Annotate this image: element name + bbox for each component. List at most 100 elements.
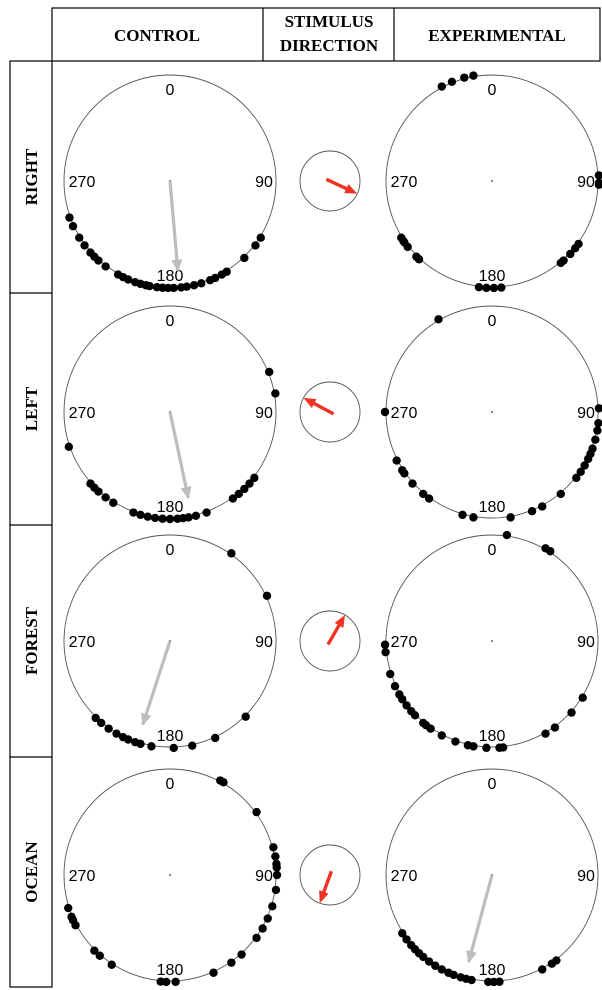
control-right-dot-18 bbox=[130, 277, 140, 287]
experimental-forest-dot-6 bbox=[541, 729, 550, 738]
experimental-left-dot-3 bbox=[591, 435, 600, 444]
control-forest-dot-8 bbox=[130, 737, 140, 747]
control-ocean-label-right: 90 bbox=[255, 868, 273, 885]
stimulus-right-circle bbox=[299, 150, 361, 212]
control-left-dot-12 bbox=[165, 514, 175, 524]
experimental-left-dot-12 bbox=[527, 507, 537, 516]
experimental-ocean-dot-18 bbox=[402, 935, 411, 944]
experimental-ocean-dot-19 bbox=[398, 929, 407, 938]
experimental-right-dot-19 bbox=[447, 77, 457, 86]
control-forest-dot-6 bbox=[147, 742, 156, 751]
experimental-left-dot-8 bbox=[576, 467, 585, 477]
experimental-forest-dot-23 bbox=[386, 669, 395, 679]
control-ocean-label-left: 270 bbox=[69, 868, 96, 885]
control-right-dot-21 bbox=[113, 270, 123, 279]
experimental-ocean-dot-10 bbox=[444, 968, 453, 977]
control-right-label-top: 0 bbox=[166, 82, 175, 99]
control-ocean-dot-3 bbox=[269, 843, 278, 852]
experimental-right-dot-7 bbox=[556, 258, 565, 268]
control-left-label-left: 270 bbox=[69, 405, 96, 422]
control-forest-dot-10 bbox=[118, 732, 128, 742]
control-ocean-dot-4 bbox=[271, 852, 280, 861]
control-right-dot-10 bbox=[176, 283, 186, 292]
control-right-label-bottom: 180 bbox=[157, 268, 184, 285]
stimulus-left-arrow-head bbox=[303, 397, 317, 408]
experimental-forest-dot-3 bbox=[578, 693, 587, 702]
experimental-right-label-bottom: 180 bbox=[479, 268, 506, 285]
row-label-left: LEFT bbox=[22, 386, 41, 431]
control-right-dot-7 bbox=[197, 279, 206, 288]
experimental-forest-center bbox=[491, 640, 493, 642]
control-right-dot-1 bbox=[251, 241, 260, 250]
experimental-right-dot-18 bbox=[437, 82, 446, 91]
experimental-right-dot-4 bbox=[570, 244, 580, 253]
experimental-forest-dot-0 bbox=[502, 530, 512, 540]
control-ocean-label-bottom: 180 bbox=[157, 962, 184, 979]
experimental-right-dot-13 bbox=[412, 252, 421, 261]
experimental-ocean-label-left: 270 bbox=[391, 868, 418, 885]
experimental-left-dot-16 bbox=[424, 494, 434, 503]
experimental-left-center bbox=[491, 411, 493, 413]
experimental-ocean-label-right: 90 bbox=[577, 868, 595, 885]
experimental-ocean-dot-12 bbox=[431, 961, 440, 970]
experimental-forest-dot-25 bbox=[380, 640, 390, 649]
control-ocean-center bbox=[169, 874, 171, 876]
header-experimental: EXPERIMENTAL bbox=[428, 26, 566, 45]
control-right-mean-vector-head bbox=[171, 259, 183, 272]
experimental-right-center bbox=[491, 180, 493, 182]
experimental-left-label-bottom: 180 bbox=[479, 499, 506, 516]
control-left-dot-7 bbox=[202, 508, 211, 517]
experimental-forest-dot-9 bbox=[482, 743, 491, 753]
control-left-dot-22 bbox=[86, 479, 95, 488]
stimulus-forest-circle bbox=[299, 610, 361, 672]
control-ocean-dot-19 bbox=[107, 960, 116, 969]
experimental-left-label-right: 90 bbox=[577, 405, 595, 422]
experimental-forest-dot-11 bbox=[463, 741, 473, 750]
control-left-dot-18 bbox=[109, 498, 118, 507]
stimulus-right-arrow-shaft bbox=[325, 177, 351, 192]
control-right-dot-25 bbox=[86, 248, 95, 257]
control-forest-dot-14 bbox=[91, 713, 100, 723]
experimental-left-dot-22 bbox=[380, 407, 390, 417]
control-ocean-dot-13 bbox=[237, 950, 246, 959]
experimental-left-dot-17 bbox=[419, 489, 428, 499]
control-forest-mean-vector-head bbox=[140, 712, 152, 726]
control-forest-mean-vector-shaft bbox=[141, 640, 172, 726]
control-ocean-dot-18 bbox=[156, 977, 165, 986]
row-label-forest: FOREST bbox=[22, 606, 41, 675]
control-ocean-dot-20 bbox=[95, 951, 105, 960]
experimental-ocean-dot-13 bbox=[424, 957, 434, 966]
control-left-dot-6 bbox=[228, 494, 238, 503]
experimental-right-dot-9 bbox=[489, 283, 499, 293]
control-left-dot-2 bbox=[250, 473, 259, 483]
experimental-forest-dot-12 bbox=[451, 737, 460, 746]
experimental-left-label-left: 270 bbox=[391, 405, 418, 422]
experimental-left-dot-15 bbox=[458, 510, 467, 520]
control-right-mean-vector-shaft bbox=[168, 180, 180, 271]
control-left-mean-vector-head bbox=[180, 486, 192, 500]
experimental-left-dot-9 bbox=[572, 473, 581, 483]
experimental-left-dot-0 bbox=[594, 404, 602, 413]
header-row bbox=[51, 7, 601, 62]
control-left-dot-17 bbox=[129, 508, 138, 517]
experimental-left-dot-7 bbox=[580, 461, 589, 470]
experimental-ocean-mean-vector-shaft bbox=[467, 874, 494, 963]
control-ocean-dot-2 bbox=[252, 807, 261, 817]
experimental-left-dot-23 bbox=[434, 315, 443, 324]
control-ocean-dot-10 bbox=[263, 914, 272, 923]
control-ocean-label-top: 0 bbox=[166, 776, 175, 793]
control-forest-dot-1 bbox=[227, 549, 236, 558]
control-left-label-top: 0 bbox=[166, 313, 175, 330]
header-stimulus-line2: DIRECTION bbox=[280, 36, 379, 55]
experimental-ocean-label-bottom: 180 bbox=[479, 962, 506, 979]
experimental-ocean-mean-vector-head bbox=[466, 949, 477, 963]
control-left-dot-8 bbox=[191, 511, 201, 521]
control-forest-dot-2 bbox=[241, 712, 250, 721]
experimental-left-dot-14 bbox=[469, 513, 478, 522]
experimental-right-label-left: 270 bbox=[391, 174, 418, 191]
experimental-ocean-dot-1 bbox=[547, 959, 557, 968]
experimental-forest-label-top: 0 bbox=[488, 542, 497, 559]
header-stimulus-line1: STIMULUS bbox=[285, 12, 374, 31]
control-right-dot-29 bbox=[65, 213, 74, 222]
header-control: CONTROL bbox=[114, 26, 200, 45]
